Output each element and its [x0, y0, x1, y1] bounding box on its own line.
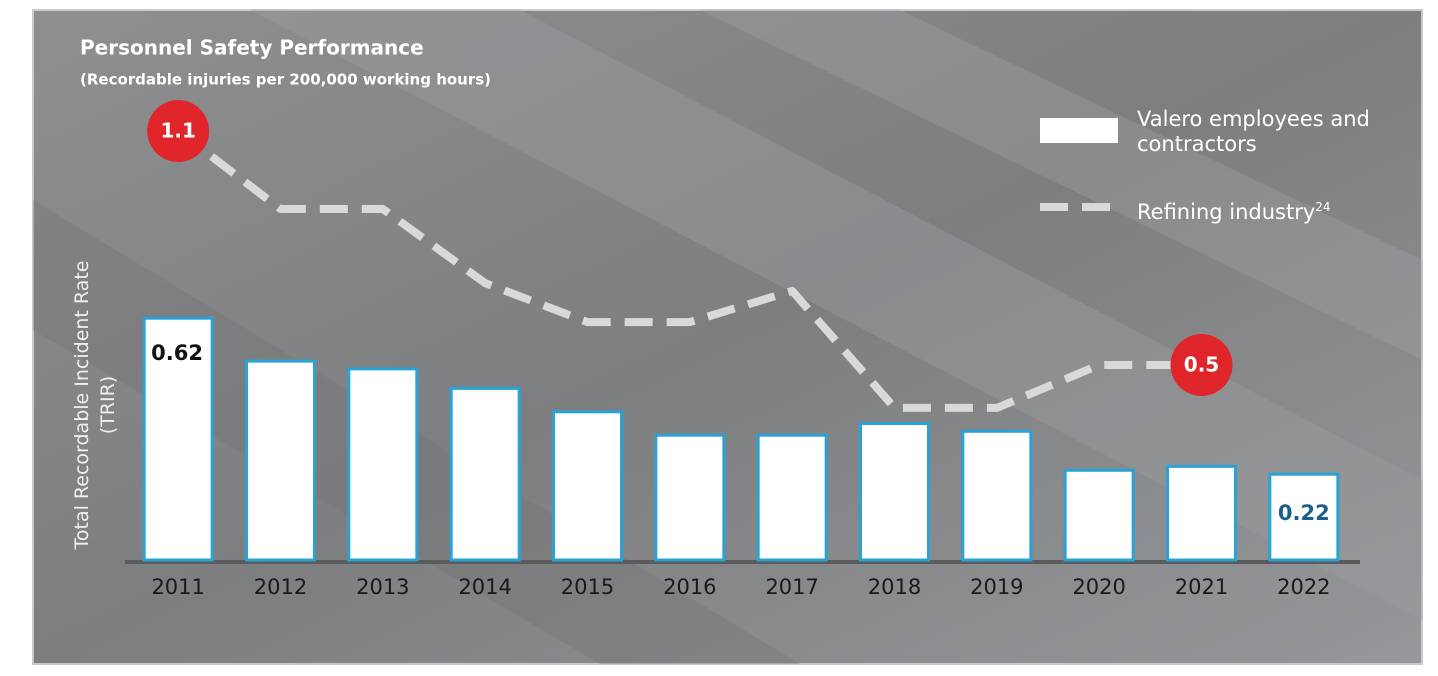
bar — [142, 316, 214, 562]
legend-key — [1040, 118, 1118, 143]
data-label: 0.22 — [1278, 501, 1330, 525]
data-label: 0.62 — [151, 341, 203, 365]
bar — [654, 433, 726, 562]
x-tick-label: 2013 — [356, 575, 409, 599]
line — [175, 127, 1202, 412]
x-tick-label: 2012 — [254, 575, 307, 599]
data-label: 0.5 — [1184, 353, 1219, 377]
x-tick-label: 2017 — [765, 575, 818, 599]
bar — [245, 359, 316, 562]
footnote: 24 — [1315, 200, 1331, 214]
x-tick-label: 2020 — [1072, 575, 1125, 599]
bg-beam — [250, 10, 1422, 620]
x-tick-label: 2021 — [1175, 575, 1228, 599]
bar — [347, 367, 419, 562]
legend-label: Refining industry24 — [1137, 195, 1331, 225]
legend-label: Valero employees and contractors — [1137, 107, 1370, 156]
y-axis-label: Total Recordable Incident Rate (TRIR) — [71, 261, 119, 551]
x-tick-label: 2018 — [868, 575, 921, 599]
chart-title: Personnel Safety Performance — [80, 36, 424, 60]
x-tick-label: 2011 — [151, 575, 204, 599]
bar — [552, 410, 623, 562]
x-tick-label: 2016 — [663, 575, 716, 599]
x-tick-label: 2022 — [1277, 575, 1330, 599]
data-point-badge — [1170, 334, 1233, 396]
data-label: 1.1 — [160, 119, 195, 143]
bar — [756, 433, 828, 562]
data-point-badge — [147, 100, 210, 162]
x-tick-label: 2015 — [561, 575, 614, 599]
bar — [1063, 468, 1135, 562]
chart-subtitle: (Recordable injuries per 200,000 working… — [80, 71, 491, 89]
legend-label-text: Refining industry — [1137, 200, 1316, 224]
bar — [1166, 464, 1237, 562]
bg-beam — [700, 10, 1422, 360]
bar — [859, 422, 930, 562]
bar — [449, 386, 521, 562]
x-tick-label: 2014 — [458, 575, 511, 599]
bar — [961, 429, 1033, 562]
x-tick-label: 2019 — [970, 575, 1023, 599]
bar — [1268, 472, 1340, 562]
